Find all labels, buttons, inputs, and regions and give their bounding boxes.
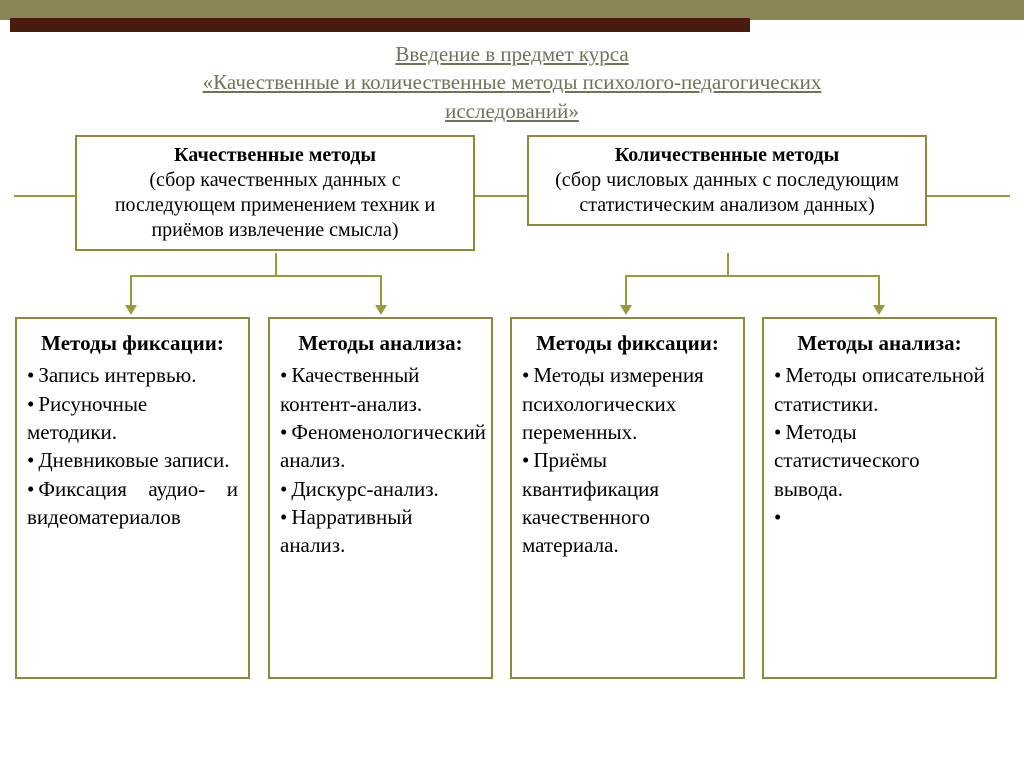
list-item: Запись интервью.: [27, 361, 238, 389]
list-item: [774, 503, 985, 531]
list-item: Нарративный анализ.: [280, 503, 481, 560]
arrow-b2: [375, 305, 387, 315]
b4-list: Методы описательной статистики. Методы с…: [774, 361, 985, 531]
arrow-b1: [125, 305, 137, 315]
connector-b1-v: [130, 275, 132, 307]
connector-left-h: [130, 275, 380, 277]
b2-list: Качественный контент-анализ. Феноменолог…: [280, 361, 481, 559]
list-item: Рисуночные методики.: [27, 390, 238, 447]
title-line-3: исследований»: [0, 97, 1024, 125]
header-maroon-stripe: [10, 18, 750, 32]
b3-heading: Методы фиксации:: [522, 329, 733, 357]
b2-heading: Методы анализа:: [280, 329, 481, 357]
qualitative-sub: (сбор качественных данных с последующем …: [87, 168, 463, 243]
connector-b3-v: [625, 275, 627, 307]
connector-b2-v: [380, 275, 382, 307]
box-fixation-qual: Методы фиксации: Запись интервью. Рисуно…: [15, 317, 250, 679]
list-item: Феноменологический анализ.: [280, 418, 481, 475]
b1-list: Запись интервью. Рисуночные методики. Дн…: [27, 361, 238, 531]
qualitative-heading: Качественные методы: [87, 143, 463, 168]
connector-right-h: [625, 275, 880, 277]
connector-b4-v: [878, 275, 880, 307]
b4-heading: Методы анализа:: [774, 329, 985, 357]
box-analysis-quant: Методы анализа: Методы описательной стат…: [762, 317, 997, 679]
list-item: Приёмы квантификация качественного матер…: [522, 446, 733, 559]
title-block: Введение в предмет курса «Качественные и…: [0, 40, 1024, 125]
arrow-b4: [873, 305, 885, 315]
list-item: Качественный контент-анализ.: [280, 361, 481, 418]
b3-list: Методы измерения психологических перемен…: [522, 361, 733, 559]
list-item: Методы измерения психологических перемен…: [522, 361, 733, 446]
list-item: Дискурс-анализ.: [280, 475, 481, 503]
connector-right-stem: [727, 253, 729, 275]
list-item: Методы описательной статистики.: [774, 361, 985, 418]
header-olive-stripe: [0, 0, 1024, 20]
diagram-canvas: Качественные методы (сбор качественных д…: [0, 135, 1024, 745]
box-analysis-qual: Методы анализа: Качественный контент-ана…: [268, 317, 493, 679]
box-qualitative-methods: Качественные методы (сбор качественных д…: [75, 135, 475, 251]
box-quantitative-methods: Количественные методы (сбор числовых дан…: [527, 135, 927, 226]
connector-left-stem: [275, 253, 277, 275]
title-line-2: «Качественные и количественные методы пс…: [0, 68, 1024, 96]
quantitative-heading: Количественные методы: [539, 143, 915, 168]
list-item: Методы статистического вывода.: [774, 418, 985, 503]
list-item: Дневниковые записи.: [27, 446, 238, 474]
quantitative-sub: (сбор числовых данных с последующим стат…: [539, 168, 915, 218]
header-bar: [0, 0, 1024, 32]
list-item: Фиксация аудио- и видеоматериалов: [27, 475, 238, 532]
arrow-b3: [620, 305, 632, 315]
b1-heading: Методы фиксации:: [27, 329, 238, 357]
title-line-1: Введение в предмет курса: [0, 40, 1024, 68]
box-fixation-quant: Методы фиксации: Методы измерения психол…: [510, 317, 745, 679]
